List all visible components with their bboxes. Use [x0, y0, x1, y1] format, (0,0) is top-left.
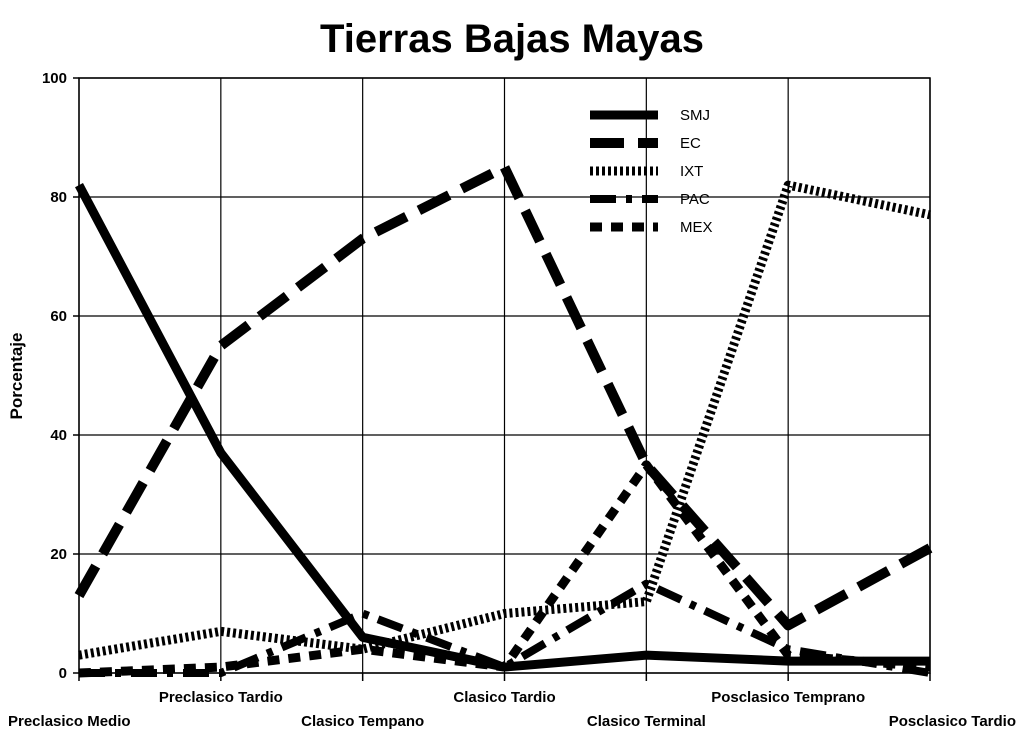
y-tick-label: 20: [50, 546, 67, 563]
grid: 0 20 40 60 80 100 Preclasico Medio Preclasico T…: [8, 70, 1016, 730]
chart-title: Tierras Bajas Mayas: [320, 17, 704, 61]
series-line-ixt: [78, 180, 931, 660]
y-tick-label: 0: [59, 665, 67, 682]
y-tick-label: 60: [50, 308, 67, 325]
y-axis-label: Porcentaje: [7, 333, 26, 420]
legend-label-ec: EC: [680, 135, 701, 152]
plot-area: [74, 162, 933, 678]
series-line-ec: [74, 162, 933, 631]
x-tick-label: Clasico Tempano: [301, 713, 424, 730]
x-tick-label: Posclasico Temprano: [711, 689, 865, 706]
x-tick-label: Preclasico Tardio: [159, 689, 283, 706]
legend-label-smj: SMJ: [680, 107, 710, 124]
y-tick-label: 100: [42, 70, 67, 87]
x-tick-label: Clasico Terminal: [587, 713, 706, 730]
y-tick-label: 80: [50, 189, 67, 206]
y-tick-label: 40: [50, 427, 67, 444]
legend-label-ixt: IXT: [680, 163, 703, 180]
x-tick-label: Clasico Tardio: [453, 689, 555, 706]
x-tick-label: Preclasico Medio: [8, 713, 131, 730]
legend: SMJ EC IXT PAC MEX: [590, 107, 713, 236]
legend-label-pac: PAC: [680, 191, 710, 208]
legend-label-mex: MEX: [680, 219, 713, 236]
x-tick-label: Posclasico Tardio: [889, 713, 1016, 730]
series-line-mex: [78, 460, 931, 678]
